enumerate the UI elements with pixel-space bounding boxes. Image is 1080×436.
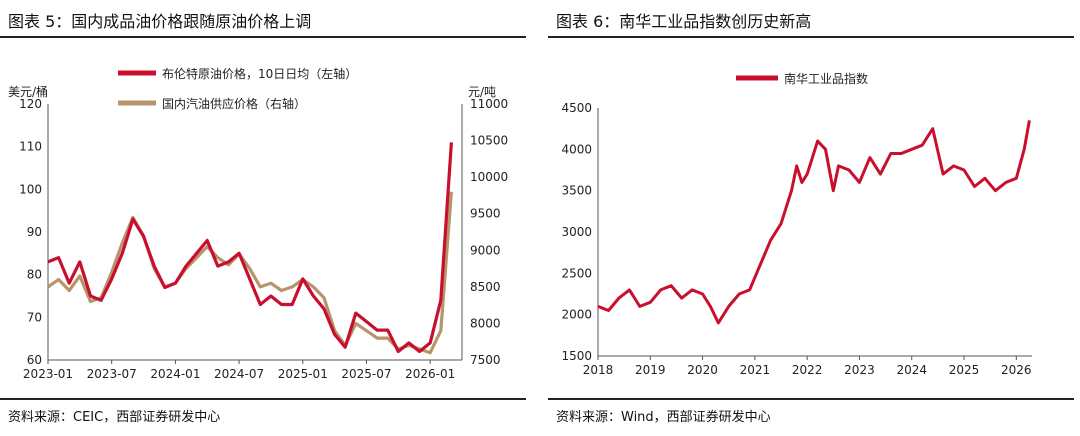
x-tick-label: 2024-07: [214, 367, 264, 381]
source-note: 资料来源：Wind，西部证券研发中心: [556, 410, 771, 425]
series-line: [47, 142, 453, 354]
x-tick-label: 2026: [1001, 363, 1032, 377]
x-tick-label: 2025: [949, 363, 980, 377]
y-tick-label: 4500: [561, 101, 592, 115]
x-tick-label: 2022: [792, 363, 823, 377]
right-tick-label: 11000: [470, 97, 508, 111]
right-tick-label: 8500: [470, 280, 501, 294]
y-tick-label: 1500: [561, 349, 592, 363]
series-line: [597, 120, 1031, 325]
y-tick-label: 4000: [561, 142, 592, 156]
legend-label: 南华工业品指数: [784, 71, 868, 86]
y-tick-label: 3500: [561, 184, 592, 198]
x-tick-label: 2021: [740, 363, 771, 377]
right-axis-unit: 元/吨: [468, 85, 496, 99]
series-line: [47, 191, 453, 355]
left-axis-unit: 美元/桶: [8, 84, 48, 99]
source-rule: [548, 398, 1074, 400]
x-tick-label: 2024-01: [150, 367, 200, 381]
right-tick-label: 9000: [470, 243, 501, 257]
x-tick-label: 2018: [583, 363, 614, 377]
left-tick-label: 80: [27, 268, 42, 282]
y-tick-label: 2000: [561, 308, 592, 322]
legend-label: 布伦特原油价格，10日日均（左轴）: [162, 66, 357, 81]
source-rule: [0, 398, 526, 400]
left-tick-label: 90: [27, 225, 42, 239]
x-tick-label: 2023: [844, 363, 875, 377]
left-tick-label: 100: [19, 182, 42, 196]
y-tick-label: 3000: [561, 225, 592, 239]
left-tick-label: 60: [27, 353, 42, 367]
right-tick-label: 10500: [470, 134, 508, 148]
x-tick-label: 2025-01: [278, 367, 328, 381]
right-tick-label: 8000: [470, 316, 501, 330]
right-tick-label: 9500: [470, 207, 501, 221]
source-note: 资料来源：CEIC，西部证券研发中心: [8, 410, 221, 425]
legend-label: 国内汽油供应价格（右轴）: [162, 96, 306, 111]
x-tick-label: 2019: [635, 363, 666, 377]
left-tick-label: 110: [19, 140, 42, 154]
nanhua-index-chart: 1500 2000 2500 3000 3500 4000 4500 2018 2019 2020…: [561, 71, 1032, 377]
right-tick-label: 10000: [470, 170, 508, 184]
title-rule: [548, 36, 1074, 38]
y-tick-label: 2500: [561, 266, 592, 280]
x-tick-label: 2020: [687, 363, 718, 377]
x-tick-label: 2024: [896, 363, 927, 377]
chart-title: 图表 5：国内成品油价格跟随原油价格上调: [8, 12, 312, 31]
chart-panel-oil: 图表 5：国内成品油价格跟随原油价格上调 60 70 80 90 100 110 120 75…: [0, 0, 536, 436]
x-tick-label: 2025-07: [341, 367, 391, 381]
title-rule: [0, 36, 526, 38]
x-tick-label: 2023-01: [23, 367, 73, 381]
x-tick-label: 2023-07: [87, 367, 137, 381]
left-tick-label: 70: [27, 310, 42, 324]
left-tick-label: 120: [19, 97, 42, 111]
right-tick-label: 7500: [470, 353, 501, 367]
x-tick-label: 2026-01: [405, 367, 455, 381]
chart-panel-nanhua: 图表 6：南华工业品指数创历史新高 1500 2000 2500 3000 3500 40…: [548, 0, 1080, 436]
chart-title: 图表 6：南华工业品指数创历史新高: [556, 12, 812, 31]
oil-price-chart: 60 70 80 90 100 110 120 7500 8000 8500 9000 9500 100…: [8, 66, 508, 381]
